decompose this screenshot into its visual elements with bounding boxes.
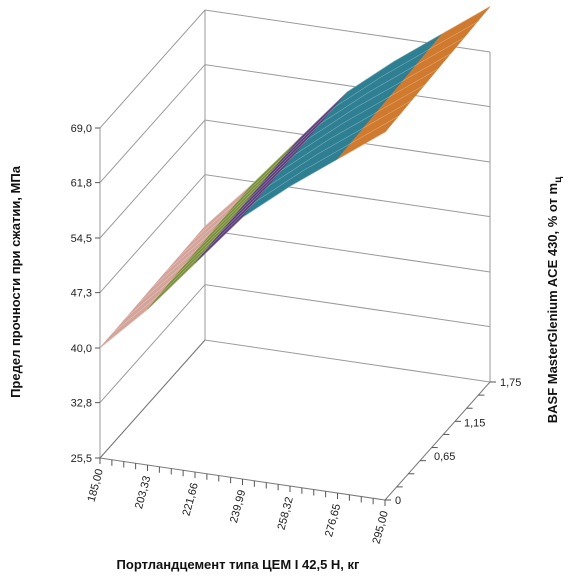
surface-mesh-line (191, 21, 478, 242)
surface-patch (112, 277, 174, 334)
surface-mesh-line (165, 53, 451, 273)
surface-patch (186, 200, 248, 263)
z-axis-title-main: BASF MasterGlenium ACE 430, % от m (545, 183, 560, 423)
surface-patch (337, 116, 399, 160)
surface-patch (99, 293, 161, 349)
x-tick-label: 258,32 (276, 496, 296, 532)
surface-patch (165, 215, 227, 273)
surface-mesh-line (112, 116, 399, 334)
chart-axes (95, 127, 496, 506)
chart-gridlines (99, 9, 491, 459)
y-tick-label: 61,8 (71, 178, 92, 190)
surface-mesh-line (178, 37, 464, 257)
surface-patch (160, 231, 222, 295)
z-tick-label: 0 (395, 495, 401, 507)
chart-tick-labels: 25,5 32,8 40,0 47,3 54,5 61,8 69,0 185,00 203,33… (71, 123, 522, 545)
gridline-y (99, 174, 491, 293)
y-tick-label: 25,5 (71, 453, 92, 465)
floor-edge (99, 339, 206, 459)
y-axis-title: Предел прочности при сжатии, МПа (8, 165, 23, 398)
surface-patch (173, 216, 235, 279)
surface-patch (199, 184, 261, 247)
surface-mesh-line (152, 69, 438, 288)
x-tick-label: 276,65 (323, 503, 343, 539)
gridline-y (99, 339, 491, 459)
surface-patch (220, 169, 283, 233)
surface-mesh-line (99, 131, 386, 349)
gridline-y (99, 284, 491, 403)
y-tick-label: 40,0 (71, 343, 92, 355)
surface-mesh-line (139, 84, 425, 303)
floor-edge (384, 381, 491, 501)
surface-mesh-line (204, 6, 491, 227)
y-tick-label: 54,5 (71, 233, 92, 245)
surface-patch (126, 262, 188, 318)
x-axis-title: Портландцемент типа ЦЕМ I 42,5 Н, кг (117, 557, 360, 572)
surface-patch (152, 230, 214, 288)
x-tick-label: 239,99 (228, 489, 248, 525)
z-tick-label: 0,65 (434, 451, 455, 463)
y-tick-label: 69,0 (71, 123, 92, 135)
z-tick-label: 1,75 (500, 377, 521, 389)
x-tick-label: 295,00 (371, 510, 391, 546)
surface-mesh-line (126, 100, 412, 318)
surface-patch (139, 246, 201, 303)
z-axis-title: BASF MasterGlenium ACE 430, % от mц (545, 176, 564, 423)
y-tick-label: 32,8 (71, 398, 92, 410)
x-tick-label: 221,66 (181, 482, 201, 518)
x-tick-label: 185,00 (86, 468, 106, 504)
x-tick-label: 203,33 (133, 475, 153, 511)
z-tick-label: 1,15 (464, 417, 485, 429)
y-tick-label: 47,3 (71, 288, 92, 300)
z-axis-title-subscript: ц (553, 176, 564, 183)
chart-surface (99, 6, 491, 349)
surface-patch (147, 247, 209, 310)
